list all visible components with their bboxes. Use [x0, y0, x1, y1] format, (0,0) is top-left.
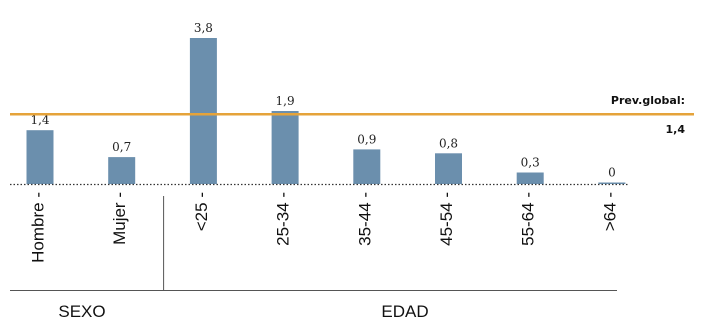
- bar-55-64: [516, 172, 544, 184]
- bar-hombre: [26, 130, 54, 184]
- tick-label-45-54: 45-54 -: [437, 192, 456, 246]
- tick-label-lt25: <25 -: [192, 192, 211, 231]
- reference-line-value: 1,4: [666, 123, 686, 136]
- group-label-edad: EDAD: [381, 302, 428, 321]
- bar-35-44: [353, 149, 381, 184]
- bar-45-54: [435, 153, 462, 184]
- bar-lt25: [189, 38, 217, 184]
- bar-mujer: [108, 157, 136, 184]
- reference-line-label: Prev.global:: [611, 94, 685, 107]
- value-label-mujer: 0,7: [112, 140, 131, 154]
- tick-label-hombre: Hombre -: [28, 192, 47, 263]
- reference-layer: Prev.global: 1,4: [10, 94, 694, 136]
- bar-gt64: [598, 182, 626, 184]
- value-label-gt64: 0: [608, 166, 616, 180]
- value-label-45-54: 0,8: [439, 136, 458, 150]
- bars-layer: [26, 38, 626, 184]
- tick-label-gt64: >64 -: [600, 192, 619, 231]
- tick-label-35-44: 35-44 -: [355, 192, 374, 246]
- value-label-hombre: 1,4: [30, 113, 49, 127]
- tick-label-mujer: Mujer -: [110, 192, 129, 245]
- value-label-25-34: 1,9: [276, 94, 295, 108]
- tick-label-25-34: 25-34 -: [274, 192, 293, 246]
- labels-layer: 1,4 Hombre - 0,7 Mujer - 3,8 <25 - 1,9 25-34 - 0…: [28, 21, 619, 263]
- value-label-55-64: 0,3: [521, 156, 540, 170]
- tick-label-55-64: 55-64 -: [519, 192, 538, 246]
- value-label-lt25: 3,8: [194, 21, 213, 35]
- axis-layer: SEXO EDAD: [10, 183, 628, 321]
- bar-25-34: [271, 111, 299, 184]
- group-label-sexo: SEXO: [58, 302, 105, 321]
- value-label-35-44: 0,9: [357, 132, 376, 146]
